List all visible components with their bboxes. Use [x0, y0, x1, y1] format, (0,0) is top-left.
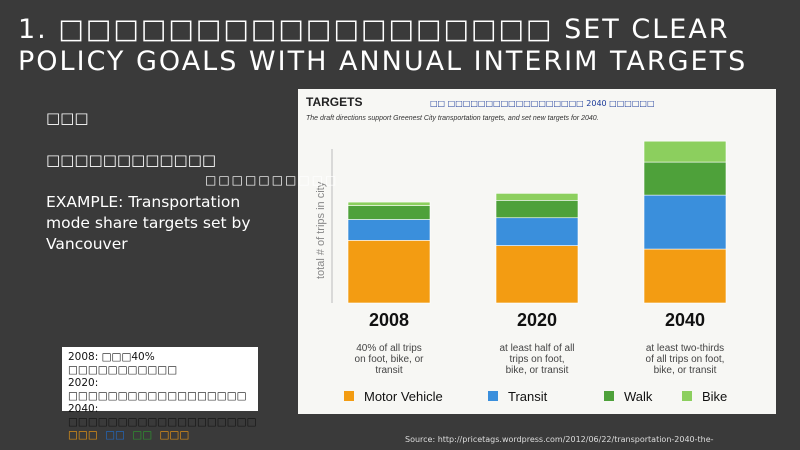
note-line-2020: 2020: □□□□□□□□□□□□□□□□□□ — [68, 377, 247, 402]
category-note-2020-0: at least half of all — [499, 343, 574, 354]
note-line-2008: 2008: □□□40% □□□□□□□□□□□ — [68, 351, 178, 376]
legend-label-bike: Bike — [702, 389, 727, 404]
bar-2040-motor-vehicle — [643, 248, 727, 304]
bar-2020-walk — [495, 200, 579, 219]
bar-2020-bike — [495, 193, 579, 201]
note-legend-row: □□□ □□ □□ □□□ — [68, 429, 252, 442]
chart-title: TARGETS — [306, 95, 362, 109]
slide-title: 1. □□□□□□□□□□□□□□□□□□ SET CLEAR POLICY G… — [18, 14, 748, 77]
bullet-2: □□□□□□□□□□□□ — [46, 151, 217, 169]
category-note-2020-1: trips on foot, — [509, 354, 564, 365]
legend-label-motor-vehicle: Motor Vehicle — [364, 389, 443, 404]
legend-label-transit: Transit — [508, 389, 548, 404]
note-word-motor: □□□ — [68, 429, 98, 441]
bar-2020-motor-vehicle — [495, 245, 579, 304]
category-note-2040-0: at least two-thirds — [646, 343, 724, 354]
legend-swatch-transit — [488, 391, 498, 401]
category-label-2020: 2020 — [517, 310, 557, 330]
bar-2008-transit — [347, 219, 431, 241]
note-word-bike: □□□ — [159, 429, 190, 441]
bar-2020-transit — [495, 217, 579, 246]
bullet-1: □□□ — [46, 109, 89, 127]
bar-2040-walk — [643, 161, 727, 196]
legend-swatch-bike — [682, 391, 692, 401]
chart-ylabel: total # of trips in city — [315, 181, 327, 279]
chart-subtitle: The draft directions support Greenest Ci… — [306, 115, 599, 122]
bar-2008-motor-vehicle — [347, 240, 431, 304]
note-word-transit: □□ — [105, 429, 125, 441]
category-note-2020-2: bike, or transit — [506, 365, 569, 376]
notes-box: 2008: □□□40% □□□□□□□□□□□ 2020: □□□□□□□□□… — [62, 347, 258, 441]
legend-label-walk: Walk — [624, 389, 653, 404]
category-note-2008-2: transit — [375, 365, 402, 376]
note-word-walk: □□ — [132, 429, 153, 441]
bar-2008-bike — [347, 201, 431, 206]
legend-swatch-motor-vehicle — [344, 391, 354, 401]
category-label-2008: 2008 — [369, 310, 409, 330]
slide-body: □□□ □□□□□□□□□□□□ EXAMPLE: Transportation… — [46, 108, 286, 255]
chart-header-note: □□ □□□□□□□□□□□□□□□□□□ 2040 □□□□□□ — [430, 99, 655, 108]
category-note-2008-1: on foot, bike, or — [355, 354, 425, 365]
chart-image: TARGETS □□ □□□□□□□□□□□□□□□□□□ 2040 □□□□□□… — [298, 89, 776, 414]
category-note-2040-1: of all trips on foot, — [646, 354, 725, 365]
overlay-marks: □□□□□□□□□□ — [205, 173, 339, 187]
targets-chart: TARGETS □□ □□□□□□□□□□□□□□□□□□ 2040 □□□□□□… — [306, 95, 727, 404]
bar-2040-transit — [643, 194, 727, 250]
bar-2040-bike — [643, 140, 727, 163]
bar-2008-walk — [347, 205, 431, 220]
note-line-2040: 2040: □□□□□□□□□□□□□□□□□□□ — [68, 403, 257, 428]
category-label-2040: 2040 — [665, 310, 705, 330]
legend-swatch-walk — [604, 391, 614, 401]
source-text: Source: http://pricetags.wordpress.com/2… — [405, 435, 714, 444]
category-note-2008-0: 40% of all trips — [356, 343, 422, 354]
category-note-2040-2: bike, or transit — [654, 365, 717, 376]
example-text: EXAMPLE: Transportation mode share targe… — [46, 193, 251, 253]
